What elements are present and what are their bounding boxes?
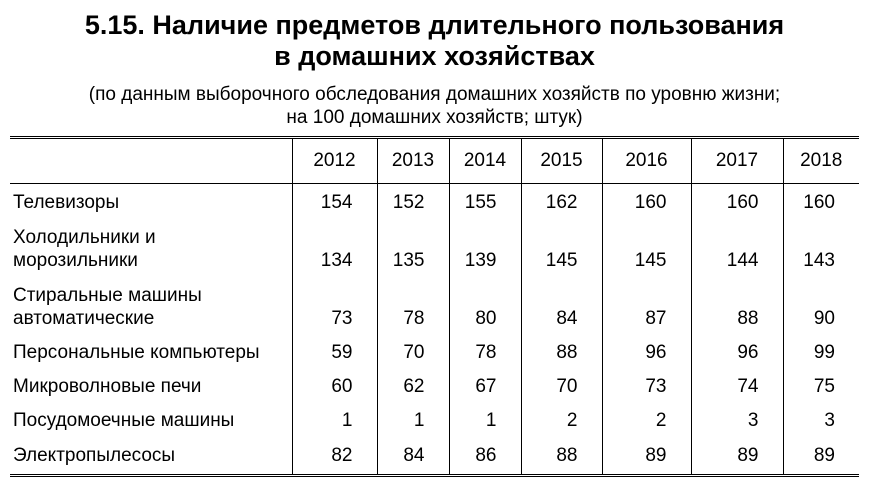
table-cell: 84 xyxy=(376,435,449,477)
column-header: 2012 xyxy=(291,136,377,184)
column-header: 2018 xyxy=(782,136,859,184)
table-cell: 89 xyxy=(782,435,859,477)
table-cell: 80 xyxy=(448,275,521,334)
table-cell: 152 xyxy=(376,183,449,218)
table-cell: 60 xyxy=(291,367,377,402)
row-label-line: Посудомоечные машины xyxy=(13,409,235,431)
table-cell: 1 xyxy=(448,401,521,436)
table-cell: 1 xyxy=(291,401,377,436)
row-label-line: Микроволновые печи xyxy=(13,375,202,397)
row-label: Телевизоры xyxy=(10,184,292,218)
table-cell: 143 xyxy=(782,217,859,276)
table-cell: 67 xyxy=(448,367,521,402)
table-row: Холодильники и морозильники 134 135 139 145 14… xyxy=(10,217,859,276)
column-header xyxy=(10,136,292,184)
row-label-line: Электропылесосы xyxy=(13,445,176,466)
table-cell: 145 xyxy=(520,217,602,276)
row-label-line: автоматические xyxy=(13,307,155,329)
column-header: 2017 xyxy=(690,136,783,184)
table-cell: 70 xyxy=(376,333,449,368)
table-cell: 1 xyxy=(376,401,449,436)
row-label: Персональные компьютеры xyxy=(10,334,292,368)
table-cell: 88 xyxy=(520,435,602,477)
table-cell: 90 xyxy=(782,275,859,334)
title-line-1: 5.15. Наличие предметов длительного поль… xyxy=(84,10,785,40)
table-cell: 88 xyxy=(520,333,602,368)
page-subtitle: (по данным выборочного обследования дома… xyxy=(0,83,869,129)
table-cell: 78 xyxy=(376,275,449,334)
table-cell: 73 xyxy=(601,367,691,402)
row-label: Холодильники и морозильники xyxy=(10,218,292,276)
table-cell: 62 xyxy=(376,367,449,402)
column-header: 2016 xyxy=(601,136,691,184)
page-title: 5.15. Наличие предметов длительного поль… xyxy=(0,10,869,72)
table-cell: 3 xyxy=(690,401,783,436)
table-cell: 84 xyxy=(520,275,602,334)
table-cell: 160 xyxy=(690,183,783,218)
table-cell: 139 xyxy=(448,217,521,276)
table-cell: 162 xyxy=(520,183,602,218)
table-cell: 73 xyxy=(291,275,377,334)
row-label-line: Стиральные машины xyxy=(13,284,202,306)
table-cell: 155 xyxy=(448,183,521,218)
table-cell: 144 xyxy=(690,217,783,276)
table-cell: 86 xyxy=(448,435,521,477)
table-row: Посудомоечные машины 1 1 1 2 2 3 3 xyxy=(10,401,859,436)
table-cell: 2 xyxy=(520,401,602,436)
subtitle-line-1: (по данным выборочного обследования дома… xyxy=(88,84,781,105)
table-cell: 82 xyxy=(291,435,377,477)
table-cell: 145 xyxy=(601,217,691,276)
table-row: Электропылесосы 82 84 86 88 89 89 89 xyxy=(10,435,859,477)
subtitle-line-2: на 100 домашних хозяйств; штук) xyxy=(286,107,583,128)
table-row: Микроволновые печи 60 62 67 70 73 74 75 xyxy=(10,367,859,402)
column-header: 2013 xyxy=(376,136,449,184)
table-cell: 87 xyxy=(601,275,691,334)
table-body: Телевизоры 154 152 155 162 160 160 160 Холодильн… xyxy=(10,183,859,477)
table-cell: 135 xyxy=(376,217,449,276)
table-cell: 3 xyxy=(782,401,859,436)
row-label: Электропылесосы xyxy=(10,435,292,477)
row-label-line: Персональные компьютеры xyxy=(13,341,260,363)
table-row: Стиральные машины автоматические 73 78 80 84 8… xyxy=(10,275,859,334)
table-cell: 160 xyxy=(782,183,859,218)
row-label: Посудомоечные машины xyxy=(10,402,292,436)
table-cell: 59 xyxy=(291,333,377,368)
table-cell: 75 xyxy=(782,367,859,402)
table-cell: 96 xyxy=(601,333,691,368)
table-cell: 99 xyxy=(782,333,859,368)
row-label: Микроволновые печи xyxy=(10,368,292,402)
table-cell: 70 xyxy=(520,367,602,402)
table-cell: 96 xyxy=(690,333,783,368)
table-cell: 89 xyxy=(690,435,783,477)
column-header: 2014 xyxy=(448,136,521,184)
table-header-row: 2012 2013 2014 2015 2016 2017 2018 xyxy=(10,136,859,184)
table-cell: 88 xyxy=(690,275,783,334)
row-label-line: Холодильники и xyxy=(13,226,156,248)
table-cell: 74 xyxy=(690,367,783,402)
durable-goods-table: 2012 2013 2014 2015 2016 2017 2018 Телев… xyxy=(10,136,859,477)
table-cell: 78 xyxy=(448,333,521,368)
table-row: Персональные компьютеры 59 70 78 88 96 96 99 xyxy=(10,333,859,368)
title-line-2: в домашних хозяйствах xyxy=(274,41,595,71)
table-cell: 134 xyxy=(291,217,377,276)
row-label-line: Телевизоры xyxy=(13,191,120,213)
table-row: Телевизоры 154 152 155 162 160 160 160 xyxy=(10,183,859,218)
table-cell: 89 xyxy=(601,435,691,477)
column-header: 2015 xyxy=(520,136,602,184)
row-label-line: морозильники xyxy=(13,249,138,271)
row-label: Стиральные машины автоматические xyxy=(10,276,292,334)
table-cell: 2 xyxy=(601,401,691,436)
table-cell: 160 xyxy=(601,183,691,218)
table-cell: 154 xyxy=(291,183,377,218)
